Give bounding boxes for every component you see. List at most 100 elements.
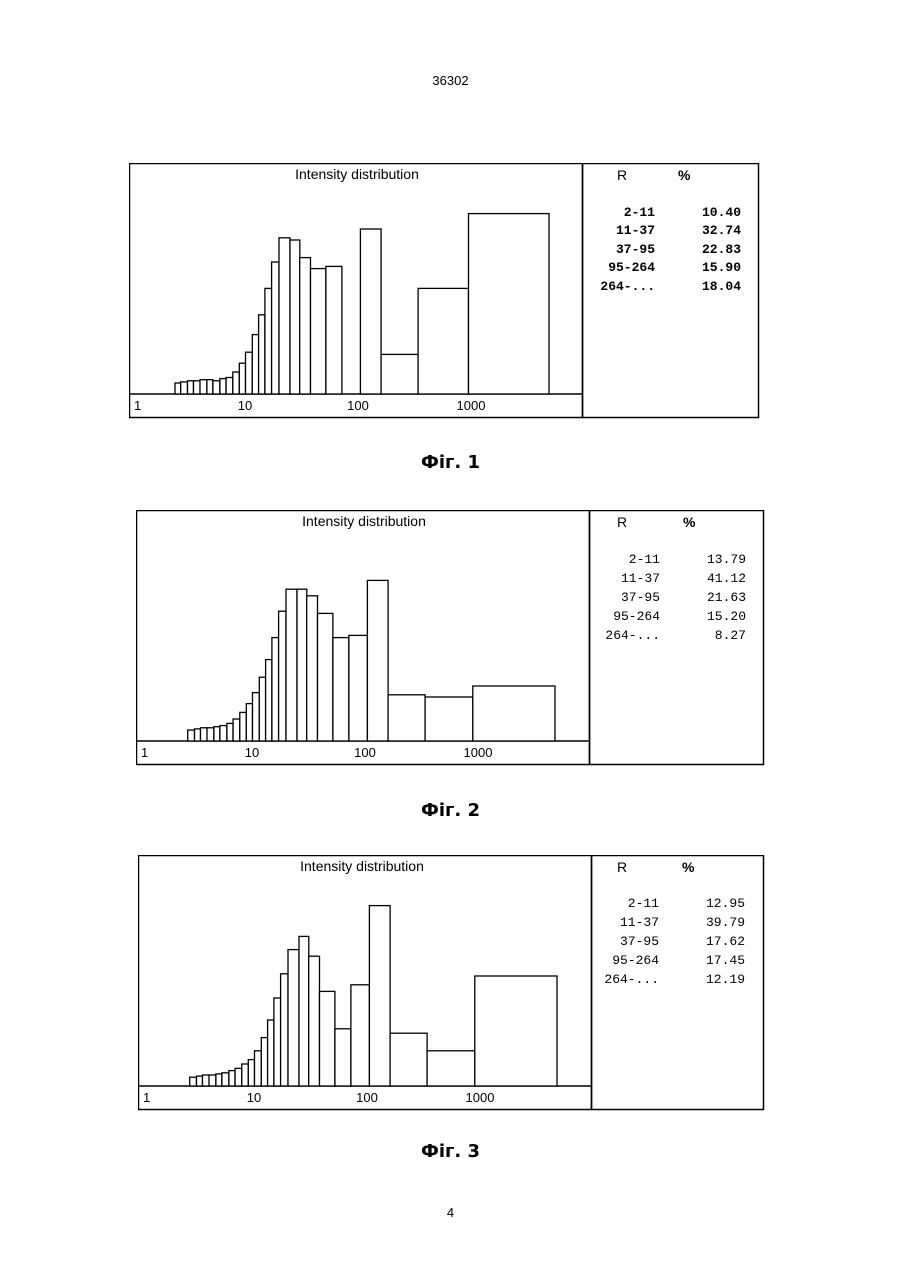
histogram-bar-8 [235, 1068, 242, 1086]
table-header-r: R [617, 514, 627, 530]
table-pct-1: 13.79 [707, 552, 746, 567]
histogram-bar-13 [266, 660, 272, 741]
table-header-pct: % [682, 859, 695, 875]
table-pct-3: 22.83 [702, 242, 741, 257]
histogram-bar-14 [259, 315, 265, 394]
figure-3: Intensity distribution 1101001000 R % 2-… [138, 855, 769, 1111]
figure-2-caption: Фіг. 2 [0, 800, 901, 821]
histogram-bar-6 [222, 1073, 229, 1086]
histogram-bar-10 [233, 372, 240, 394]
histogram-bar-21 [326, 266, 342, 394]
histogram-bar-3 [203, 1075, 210, 1086]
histogram-bar-13 [268, 1020, 274, 1086]
table-r-1: 2-11 [628, 896, 659, 911]
intensity-chart-3: Intensity distribution 1101001000 R % 2-… [138, 855, 769, 1111]
histogram-bar-12 [259, 677, 265, 741]
histogram-bar-6 [220, 726, 227, 741]
table-r-5: 264-... [600, 279, 655, 294]
histogram-bar-1 [175, 383, 181, 394]
histogram-bar-5 [216, 1074, 222, 1086]
table-pct-3: 21.63 [707, 590, 746, 605]
histogram-bar-2 [195, 729, 201, 741]
table-header-r: R [617, 167, 627, 183]
table-pct-2: 32.74 [702, 223, 741, 238]
table-r-4: 95-264 [612, 953, 659, 968]
table-header-pct: % [683, 514, 696, 530]
histogram-bar-16 [288, 950, 299, 1086]
x-ticks-group: 1 10 100 1000 [134, 398, 485, 413]
figure-1-caption: Фіг. 1 [0, 452, 901, 473]
histogram-bar-15 [279, 611, 286, 741]
histogram-bar-20 [333, 638, 349, 741]
histogram-bar-9 [240, 712, 247, 741]
histogram-bar-7 [213, 381, 220, 394]
table-r-2: 11-37 [621, 571, 660, 586]
histogram-bar-15 [265, 288, 272, 394]
table-header-r: R [617, 859, 627, 875]
histogram-bar-1 [190, 1077, 197, 1086]
histogram-bar-7 [227, 723, 233, 741]
histogram-bar-24 [425, 697, 473, 741]
histogram-bar-18 [307, 596, 318, 741]
histogram-bar-25 [475, 976, 557, 1086]
table-pct-5: 12.19 [706, 972, 745, 987]
histogram-bar-11 [239, 363, 245, 394]
histogram-bar-18 [309, 956, 320, 1086]
table-r-3: 37-95 [621, 590, 660, 605]
histogram-bar-3 [188, 381, 194, 394]
bars-group [190, 906, 557, 1086]
table-r-1: 2-11 [624, 205, 655, 220]
bars-group [188, 580, 555, 741]
histogram-bar-12 [261, 1038, 267, 1086]
histogram-bar-1 [188, 730, 195, 741]
histogram-bar-23 [360, 229, 381, 394]
histogram-bar-17 [279, 238, 290, 394]
x-tick-label-10: 10 [238, 398, 252, 413]
table-pct-5: 8.27 [715, 628, 746, 643]
bars-group [175, 214, 549, 394]
histogram-bar-9 [226, 378, 233, 395]
histogram-bar-14 [274, 998, 281, 1086]
x-tick-label-10: 10 [247, 1090, 261, 1105]
histogram-bar-11 [255, 1051, 262, 1086]
chart-title: Intensity distribution [302, 513, 426, 529]
histogram-bar-10 [246, 704, 252, 741]
table-rows: 2-11 12.95 11-37 39.79 37-95 17.62 95-26… [604, 896, 745, 987]
chart-title: Intensity distribution [300, 858, 424, 874]
histogram-bar-14 [272, 638, 279, 741]
x-tick-label-100: 100 [356, 1090, 378, 1105]
histogram-bar-21 [351, 985, 370, 1086]
table-r-4: 95-264 [613, 609, 660, 624]
histogram-bar-22 [367, 580, 388, 741]
histogram-bar-22 [369, 906, 390, 1086]
histogram-bar-25 [473, 686, 555, 741]
histogram-bar-5 [214, 727, 220, 741]
intensity-chart-2: Intensity distribution 1101001000 R % 2-… [136, 510, 767, 766]
table-pct-2: 39.79 [706, 915, 745, 930]
x-tick-label-1000: 1000 [457, 398, 486, 413]
table-r-2: 11-37 [616, 223, 655, 238]
histogram-bar-26 [469, 214, 550, 394]
table-r-5: 264-... [604, 972, 659, 987]
chart-title: Intensity distribution [295, 166, 419, 182]
histogram-bar-18 [290, 240, 300, 394]
intensity-chart-1: Intensity distribution 1101001000 R % 2-… [129, 163, 760, 419]
histogram-bar-17 [299, 936, 309, 1086]
x-tick-label-1: 1 [134, 398, 141, 413]
page-footer-number: 4 [0, 1205, 901, 1220]
table-rows: 2-11 13.79 11-37 41.12 37-95 21.63 95-26… [605, 552, 746, 643]
figure-2: Intensity distribution 1101001000 R % 2-… [136, 510, 767, 766]
histogram-bar-2 [181, 382, 188, 394]
histogram-bar-10 [248, 1060, 254, 1086]
histogram-bar-4 [209, 1075, 216, 1086]
histogram-bar-11 [253, 693, 260, 741]
table-pct-4: 15.90 [702, 260, 741, 275]
histogram-bar-12 [246, 352, 253, 394]
histogram-bar-9 [242, 1064, 249, 1086]
histogram-bar-20 [311, 269, 326, 394]
x-tick-label-100: 100 [347, 398, 369, 413]
table-pct-5: 18.04 [702, 279, 741, 294]
x-tick-label-100: 100 [354, 745, 376, 760]
histogram-bar-16 [272, 262, 279, 394]
table-r-1: 2-11 [629, 552, 660, 567]
